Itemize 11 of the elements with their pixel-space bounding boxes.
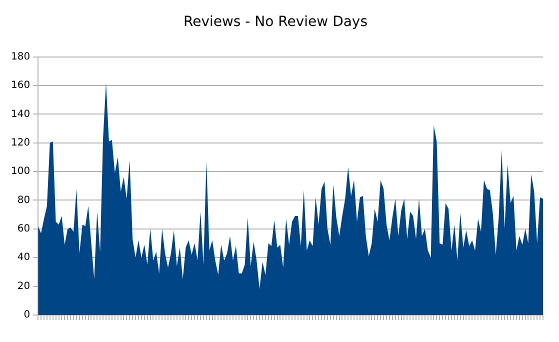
y-tick-label: 180 (10, 51, 30, 62)
y-tick-label: 40 (17, 252, 30, 264)
y-tick-label: 140 (10, 108, 30, 120)
y-tick-label: 20 (17, 280, 30, 292)
y-tick-label: 160 (10, 80, 30, 92)
y-tick-label: 0 (24, 310, 30, 321)
y-tick-label: 80 (17, 194, 30, 206)
y-tick-label: 60 (17, 224, 30, 235)
y-tick-label: 100 (10, 166, 30, 178)
y-tick-label: 120 (10, 137, 30, 148)
chart-title: Reviews - No Review Days (183, 14, 368, 30)
